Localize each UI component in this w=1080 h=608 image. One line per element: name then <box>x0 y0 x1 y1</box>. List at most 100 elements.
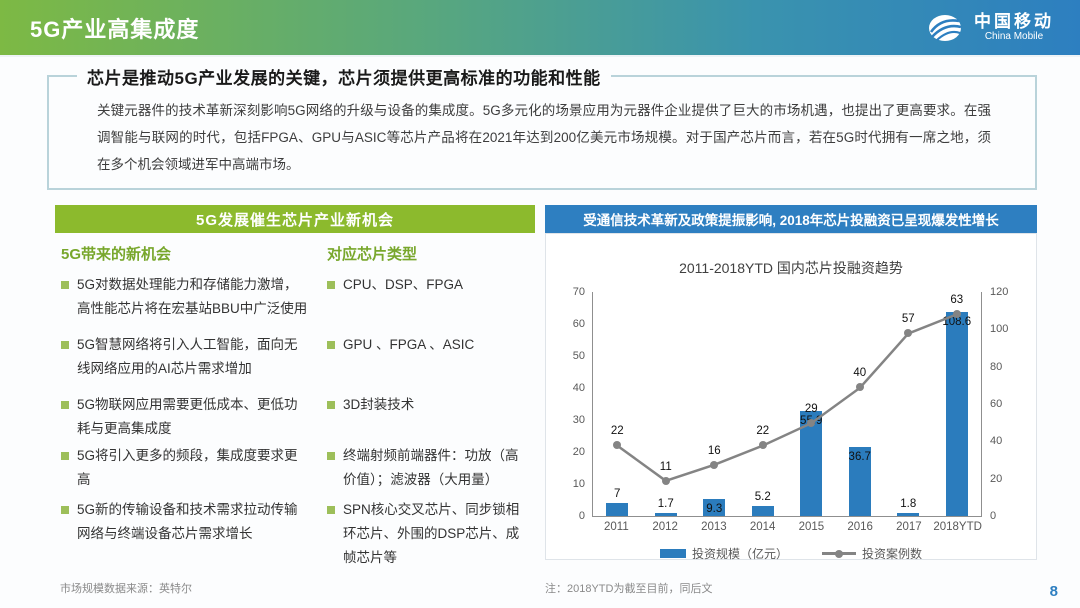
china-mobile-logo-icon <box>929 14 962 41</box>
line-data-label: 57 <box>901 312 915 325</box>
list-item: 5G新的传输设备和技术需求拉动传输网络与终端设备芯片需求增长 <box>61 498 309 546</box>
bar-investment-scale <box>703 498 726 516</box>
list-item: CPU、DSP、FPGA <box>327 273 531 333</box>
list-item-text: 3D封装技术 <box>343 397 415 412</box>
plot-area: 0 10 20 30 40 50 60 70 0 20 40 60 80 100 120 7 1.7 9.3 5.2… <box>573 286 1009 522</box>
x-axis-label: 2016 <box>847 521 873 533</box>
right-panel-title: 受通信技术革新及政策提振影响, 2018年芯片投融资已呈现爆发性增长 <box>545 205 1037 233</box>
list-item: 5G物联网应用需要更低成本、更低功耗与更高集成度 <box>61 393 309 444</box>
bar-investment-scale <box>654 512 677 516</box>
right-axis-tick: 100 <box>990 323 1009 336</box>
square-bullet-icon <box>327 452 335 460</box>
square-bullet-icon <box>327 281 335 289</box>
opportunities-list: 5G对数据处理能力和存储能力激增，高性能芯片将在宏基站BBU中广泛使用 5G智慧网… <box>61 273 309 546</box>
bar-investment-scale <box>800 411 823 516</box>
page-number: 8 <box>1049 583 1058 600</box>
legend-line-marker <box>835 549 843 558</box>
left-axis-tick: 20 <box>572 446 585 458</box>
chart-title: 2011-2018YTD 国内芯片投融资趋势 <box>679 260 903 276</box>
legend-line-swatch <box>822 549 856 558</box>
bar-investment-scale <box>606 502 629 516</box>
bar-data-label: 5.2 <box>754 491 771 504</box>
x-axis-label: 2012 <box>652 521 678 533</box>
list-item: 5G对数据处理能力和存储能力激增，高性能芯片将在宏基站BBU中广泛使用 <box>61 273 309 333</box>
opportunities-header: 5G带来的新机会 <box>61 246 172 263</box>
square-bullet-icon <box>61 281 69 289</box>
left-panel-title: 5G发展催生芯片产业新机会 <box>55 205 535 233</box>
bar-investment-scale <box>751 506 774 516</box>
left-panel-columns: 5G带来的新机会 5G对数据处理能力和存储能力激增，高性能芯片将在宏基站BBU中… <box>55 233 535 570</box>
right-axis-tick: 40 <box>990 435 1003 448</box>
chip-types-column: 对应芯片类型 CPU、DSP、FPGA GPU 、FPGA 、ASIC 3D封装技术… <box>327 240 531 570</box>
line-marker <box>710 460 719 469</box>
left-axis-tick: 70 <box>572 286 585 298</box>
list-item-text: 5G新的传输设备和技术需求拉动传输网络与终端设备芯片需求增长 <box>77 502 298 541</box>
left-axis-tick: 50 <box>572 350 585 362</box>
x-axis-label: 2013 <box>701 521 727 533</box>
opportunities-column: 5G带来的新机会 5G对数据处理能力和存储能力激增，高性能芯片将在宏基站BBU中… <box>61 240 309 570</box>
list-item: 终端射频前端器件：功放（高价值）；滤波器（大用量） <box>327 444 531 498</box>
line-data-label: 16 <box>707 444 721 457</box>
china-mobile-logo: 中国移动 China Mobile <box>925 8 1054 48</box>
line-data-label: 22 <box>610 425 624 438</box>
line-marker <box>807 418 816 427</box>
source-footnote: 市场规模数据来源：英特尔 <box>60 583 192 595</box>
bar-data-label: 1.7 <box>657 497 674 510</box>
list-item-text: SPN核心交叉芯片、同步锁相环芯片、外围的DSP芯片、成帧芯片等 <box>343 502 520 565</box>
right-axis-tick: 20 <box>990 472 1003 485</box>
line-marker <box>613 441 622 450</box>
right-axis-tick: 60 <box>990 398 1003 410</box>
line-data-label: 11 <box>659 460 672 473</box>
legend-bar-swatch <box>659 549 686 558</box>
content-panels: 5G发展催生芯片产业新机会 5G带来的新机会 5G对数据处理能力和存储能力激增，… <box>55 205 1037 570</box>
list-item-text: 5G对数据处理能力和存储能力激增，高性能芯片将在宏基站BBU中广泛使用 <box>77 277 308 316</box>
x-axis-label: 2014 <box>749 521 776 533</box>
list-item: SPN核心交叉芯片、同步锁相环芯片、外围的DSP芯片、成帧芯片等 <box>327 498 531 570</box>
line-marker <box>952 309 961 318</box>
x-axis-label: 2011 <box>604 521 629 533</box>
list-item-text: GPU 、FPGA 、ASIC <box>343 337 475 352</box>
left-axis-tick: 30 <box>572 414 585 426</box>
right-axis-tick: 0 <box>990 510 997 522</box>
right-axis-tick: 80 <box>990 360 1003 373</box>
chart-legend: 投资规模（亿元） 投资案例数 <box>546 545 1036 562</box>
left-axis-tick: 10 <box>572 478 585 490</box>
list-item-text: 5G智慧网络将引入人工智能，面向无线网络应用的AI芯片需求增加 <box>77 337 298 376</box>
square-bullet-icon <box>61 401 69 409</box>
x-axis-label: 2015 <box>798 521 825 533</box>
x-axis-labels: 2011 2012 2013 2014 2015 2016 2017 2018YTD <box>592 521 982 533</box>
intro-body: 关键元器件的技术革新深刻影响5G网络的升级与设备的集成度。5G多元化的场景应用为… <box>97 103 991 172</box>
bar-investment-scale <box>848 447 871 516</box>
logo-text: 中国移动 China Mobile <box>974 12 1054 43</box>
chip-types-header: 对应芯片类型 <box>327 246 418 263</box>
bar-data-label: 9.3 <box>706 502 723 515</box>
line-marker <box>855 383 864 392</box>
square-bullet-icon <box>61 341 69 349</box>
line-data-label: 40 <box>853 367 867 380</box>
line-marker <box>904 328 913 337</box>
legend-label: 投资案例数 <box>862 547 923 561</box>
list-item: GPU 、FPGA 、ASIC <box>327 333 531 393</box>
left-axis-tick: 60 <box>572 318 585 330</box>
x-axis-label: 2018YTD <box>933 521 982 533</box>
x-axis-label: 2017 <box>896 521 922 533</box>
line-marker <box>661 476 670 485</box>
logo-text-en: China Mobile <box>984 31 1044 43</box>
square-bullet-icon <box>327 401 335 409</box>
list-item-text: CPU、DSP、FPGA <box>343 277 464 292</box>
legend-item: 投资规模（亿元） <box>659 545 788 562</box>
list-item: 5G智慧网络将引入人工智能，面向无线网络应用的AI芯片需求增加 <box>61 333 309 393</box>
bar-investment-scale <box>945 312 968 516</box>
line-data-label: 29 <box>804 402 818 415</box>
square-bullet-icon <box>61 506 69 514</box>
list-item-text: 5G将引入更多的频段，集成度要求更高 <box>77 448 298 487</box>
right-axis-tick: 120 <box>990 286 1009 298</box>
list-item-text: 5G物联网应用需要更低成本、更低功耗与更高集成度 <box>77 397 298 436</box>
square-bullet-icon <box>327 341 335 349</box>
bar-data-label: 36.7 <box>848 451 871 464</box>
investment-cases-line <box>593 292 981 516</box>
slide-header: 5G产业高集成度 中国移动 China Mobile <box>0 0 1080 57</box>
bar-data-label: 108.6 <box>942 316 972 329</box>
line-data-label: 22 <box>756 425 770 438</box>
bar-investment-scale <box>897 512 920 516</box>
